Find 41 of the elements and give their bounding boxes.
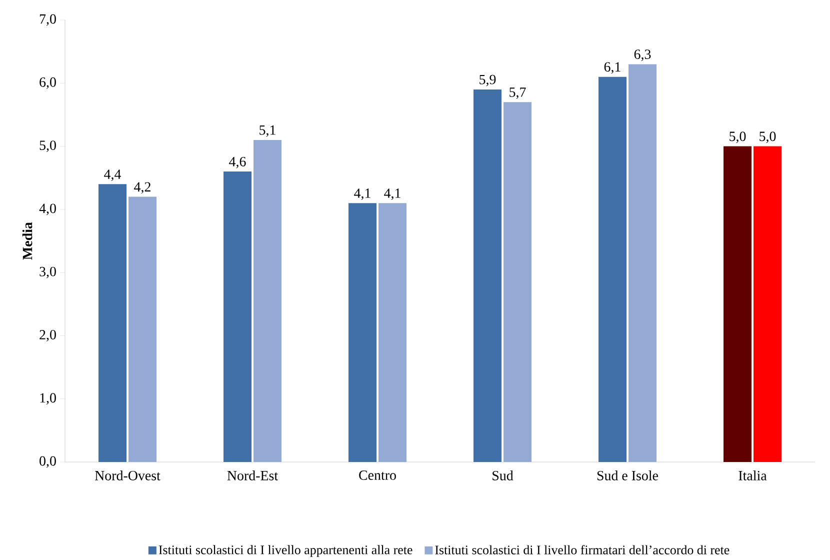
bar (598, 76, 627, 462)
y-tick-label: 3,0 (40, 266, 56, 278)
bar (474, 89, 502, 462)
bar (348, 203, 377, 462)
x-tick-label: Sud (492, 470, 514, 480)
y-tick-label: 0,0 (40, 456, 56, 468)
data-label: 6,1 (604, 62, 620, 74)
bar (128, 196, 156, 462)
bar (754, 146, 782, 462)
data-label: 4,2 (134, 182, 150, 194)
data-label: 4,6 (229, 156, 246, 168)
data-label: 5,0 (730, 132, 746, 144)
bar (98, 184, 126, 462)
y-tick-label: 4,0 (39, 204, 56, 216)
bar (224, 172, 252, 462)
x-tick-label: Sud e Isole (597, 470, 658, 480)
data-label: 5,1 (260, 125, 276, 137)
y-tick-label: 2,0 (40, 330, 56, 342)
bar (378, 203, 407, 462)
data-label: 4,1 (384, 188, 400, 200)
bar (504, 102, 532, 462)
data-label: 5,9 (480, 74, 496, 86)
legend-label: Istituti scolastici di I livello appartenenti alla rete (158, 545, 412, 557)
legend-label: Istituti scolastici di I livello firmatari dell’accordo di rete (435, 545, 730, 554)
y-tick-label: 6,0 (40, 77, 56, 89)
y-tick-label: 5,0 (40, 140, 56, 152)
bar (628, 64, 657, 462)
y-tick-label: 1,0 (40, 393, 56, 405)
data-label: 6,3 (634, 50, 651, 61)
bar (254, 140, 282, 462)
data-label: 5,7 (510, 88, 526, 99)
data-label: 5,0 (760, 132, 776, 144)
x-tick-label: Italia (738, 470, 767, 480)
y-axis-title: Media (22, 222, 32, 260)
data-label: 4,4 (104, 170, 122, 181)
x-tick-label: Centro (359, 470, 396, 480)
bar (724, 146, 752, 462)
x-tick-label: Nord-Est (227, 470, 278, 480)
data-label: 4,1 (354, 188, 370, 200)
y-tick-label: 7,0 (40, 14, 56, 26)
x-tick-label: Nord-Ovest (94, 470, 160, 480)
